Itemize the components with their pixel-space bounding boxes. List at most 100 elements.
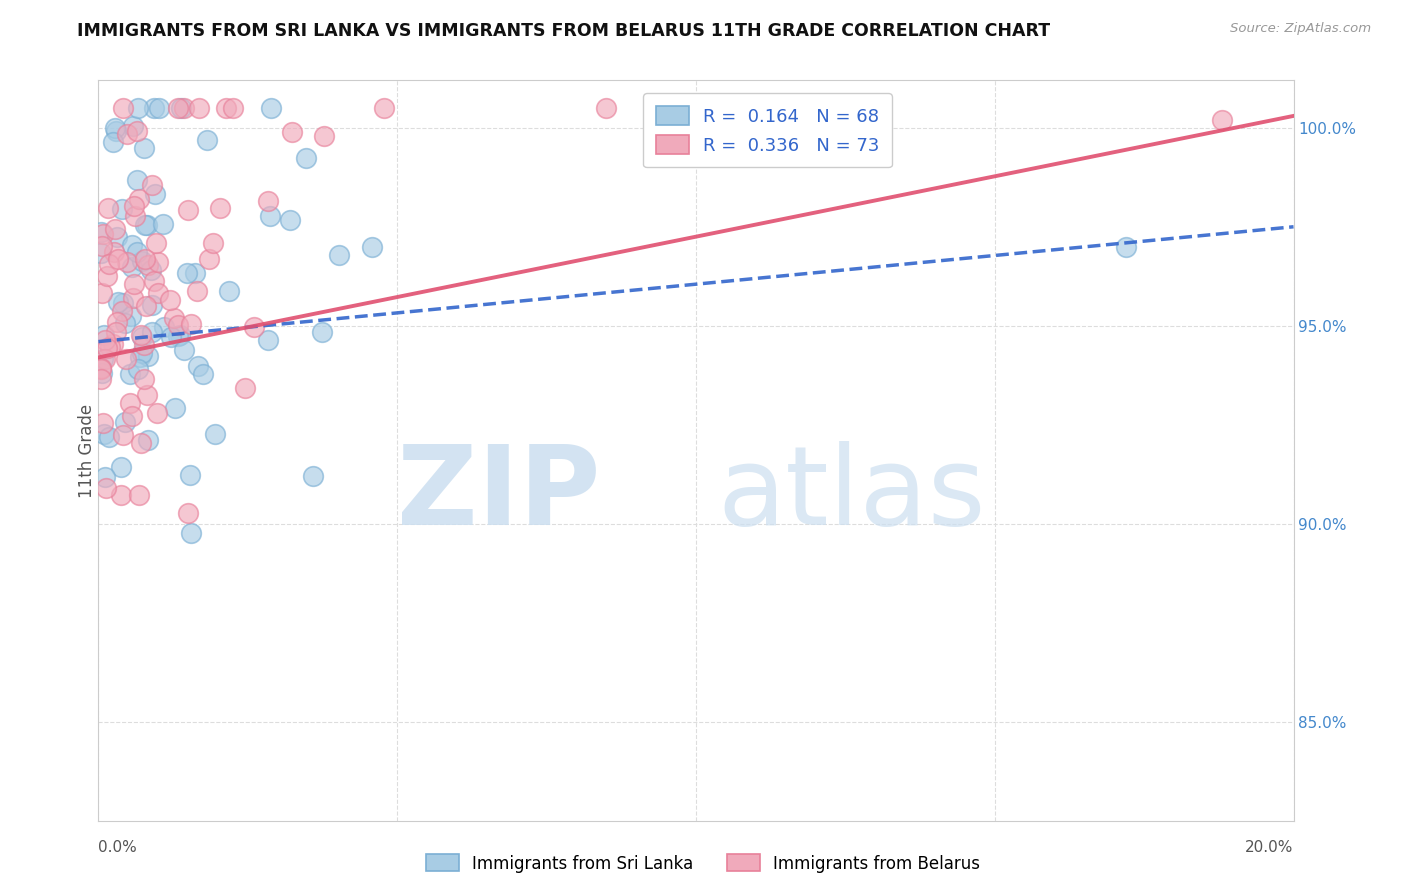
Point [91, 366, 114, 380]
Point [101, 135, 124, 149]
Point [90, 360, 112, 375]
Point [93, 328, 115, 343]
Point [107, 252, 129, 266]
Text: Source: ZipAtlas.com: Source: ZipAtlas.com [1230, 22, 1371, 36]
Point [1115, 239, 1137, 253]
Point [121, 238, 143, 252]
Point [166, 329, 188, 343]
Point [125, 244, 148, 259]
Point [328, 248, 350, 262]
Point [187, 359, 209, 373]
Point [114, 316, 136, 330]
Point [193, 368, 215, 382]
Point [312, 128, 335, 143]
Point [141, 263, 163, 277]
Point [124, 199, 146, 213]
Point [141, 297, 163, 311]
Point [131, 327, 153, 342]
Text: IMMIGRANTS FROM SRI LANKA VS IMMIGRANTS FROM BELARUS 11TH GRADE CORRELATION CHAR: IMMIGRANTS FROM SRI LANKA VS IMMIGRANTS … [77, 22, 1050, 40]
Point [110, 488, 132, 502]
Point [101, 337, 124, 351]
Point [131, 254, 153, 268]
Point [90, 225, 112, 239]
Text: 20.0%: 20.0% [1246, 840, 1294, 855]
Point [209, 201, 232, 215]
Point [125, 124, 148, 138]
Point [135, 219, 157, 233]
Point [136, 433, 159, 447]
Point [94, 470, 117, 484]
Point [180, 318, 202, 332]
Point [94, 351, 117, 366]
Point [122, 292, 145, 306]
Point [159, 293, 181, 307]
Point [186, 284, 208, 298]
Point [114, 415, 136, 429]
Point [165, 401, 187, 415]
Point [145, 187, 167, 202]
Point [112, 428, 135, 442]
Point [141, 325, 163, 339]
Point [98, 340, 121, 354]
Point [127, 362, 149, 376]
Point [122, 277, 145, 291]
Point [96, 268, 118, 283]
Point [201, 235, 224, 250]
Point [595, 101, 617, 115]
Point [115, 128, 138, 142]
Point [94, 333, 117, 347]
Point [115, 352, 138, 367]
Point [118, 395, 141, 409]
Point [302, 469, 325, 483]
Point [104, 121, 127, 136]
Point [97, 201, 120, 215]
Point [128, 192, 150, 206]
Text: atlas: atlas [717, 442, 986, 549]
Point [111, 101, 134, 115]
Point [152, 217, 174, 231]
Point [280, 212, 302, 227]
Point [128, 351, 150, 365]
Point [218, 284, 240, 298]
Point [215, 101, 238, 115]
Point [243, 319, 266, 334]
Point [146, 406, 169, 420]
Point [177, 506, 200, 520]
Point [90, 361, 112, 376]
Point [177, 202, 200, 217]
Point [103, 244, 125, 259]
Point [188, 102, 211, 116]
Y-axis label: 11th Grade: 11th Grade [77, 403, 96, 498]
Point [198, 252, 221, 267]
Point [148, 254, 170, 268]
Legend: Immigrants from Sri Lanka, Immigrants from Belarus: Immigrants from Sri Lanka, Immigrants fr… [419, 847, 987, 880]
Point [159, 330, 181, 344]
Point [104, 124, 127, 138]
Point [96, 481, 118, 495]
Point [111, 304, 134, 318]
Point [148, 285, 170, 300]
Point [311, 325, 333, 339]
Point [128, 488, 150, 502]
Point [257, 333, 280, 347]
Point [148, 101, 170, 115]
Point [233, 381, 256, 395]
Point [131, 346, 153, 360]
Point [373, 101, 395, 115]
Point [295, 152, 318, 166]
Point [120, 309, 142, 323]
Point [145, 235, 167, 250]
Point [135, 299, 157, 313]
Point [167, 318, 190, 333]
Text: ZIP: ZIP [396, 442, 600, 549]
Point [134, 338, 156, 352]
Point [153, 320, 176, 334]
Point [111, 296, 134, 310]
Point [173, 343, 195, 358]
Point [104, 326, 127, 340]
Point [166, 101, 188, 115]
Point [132, 141, 155, 155]
Point [121, 409, 143, 423]
Point [184, 266, 207, 280]
Point [176, 266, 198, 280]
